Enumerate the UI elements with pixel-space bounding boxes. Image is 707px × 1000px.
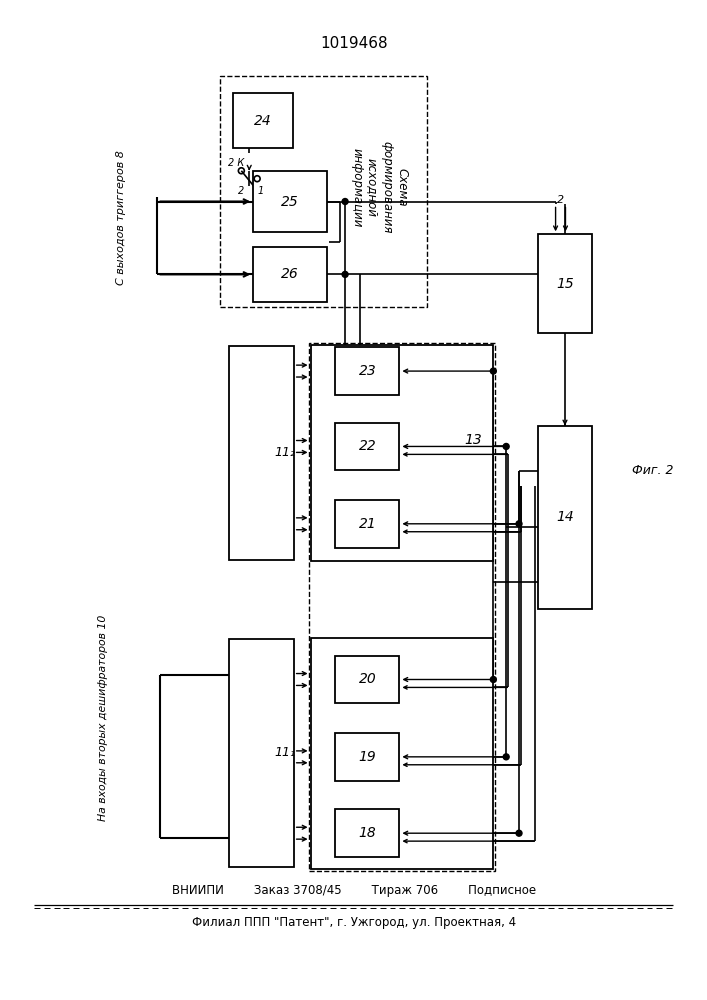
Text: 2 К: 2 К bbox=[228, 158, 244, 168]
Text: 11₂: 11₂ bbox=[275, 446, 296, 459]
Text: 14: 14 bbox=[556, 510, 574, 524]
Bar bbox=[310, 345, 493, 561]
Text: 20: 20 bbox=[358, 672, 376, 686]
Bar bbox=[253, 171, 327, 232]
Text: 15: 15 bbox=[556, 277, 574, 291]
Text: 26: 26 bbox=[281, 267, 299, 281]
Circle shape bbox=[503, 754, 509, 760]
Text: 2: 2 bbox=[238, 186, 245, 196]
Text: 25: 25 bbox=[281, 195, 299, 209]
Text: 2: 2 bbox=[557, 195, 564, 205]
Bar bbox=[230, 346, 293, 560]
Text: 13: 13 bbox=[464, 434, 482, 448]
Bar bbox=[335, 733, 399, 781]
Text: С выходов триггеров 8: С выходов триггеров 8 bbox=[116, 150, 126, 285]
Circle shape bbox=[342, 271, 348, 277]
Text: Фиг. 2: Фиг. 2 bbox=[631, 464, 673, 477]
Bar bbox=[335, 423, 399, 470]
Text: 23: 23 bbox=[358, 364, 376, 378]
Text: 1: 1 bbox=[258, 186, 264, 196]
Bar bbox=[220, 76, 427, 307]
Bar bbox=[538, 234, 592, 333]
Bar bbox=[310, 638, 493, 869]
Circle shape bbox=[491, 677, 496, 682]
Text: 19: 19 bbox=[358, 750, 376, 764]
Bar bbox=[308, 343, 496, 871]
Text: Филиал ППП "Патент", г. Ужгород, ул. Проектная, 4: Филиал ППП "Патент", г. Ужгород, ул. Про… bbox=[192, 916, 516, 929]
Text: 22: 22 bbox=[358, 439, 376, 453]
Circle shape bbox=[516, 830, 522, 836]
Circle shape bbox=[516, 521, 522, 527]
Text: ВНИИПИ        Заказ 3708/45        Тираж 706        Подписное: ВНИИПИ Заказ 3708/45 Тираж 706 Подписное bbox=[172, 884, 536, 897]
Text: 21: 21 bbox=[358, 517, 376, 531]
Circle shape bbox=[503, 443, 509, 449]
Text: На входы вторых дешифраторов 10: На входы вторых дешифраторов 10 bbox=[98, 615, 108, 821]
Circle shape bbox=[342, 199, 348, 204]
Bar bbox=[253, 247, 327, 302]
Text: 1019468: 1019468 bbox=[320, 36, 388, 51]
Circle shape bbox=[491, 368, 496, 374]
Text: Схема
формирования
исходной
информации: Схема формирования исходной информации bbox=[351, 141, 409, 234]
Bar bbox=[230, 639, 293, 867]
Bar bbox=[335, 656, 399, 703]
Bar bbox=[335, 500, 399, 548]
Text: 18: 18 bbox=[358, 826, 376, 840]
Bar bbox=[335, 347, 399, 395]
Bar bbox=[335, 809, 399, 857]
Text: 11₁: 11₁ bbox=[275, 746, 296, 759]
Bar bbox=[538, 426, 592, 609]
Text: 24: 24 bbox=[255, 114, 272, 128]
Bar bbox=[233, 93, 293, 148]
